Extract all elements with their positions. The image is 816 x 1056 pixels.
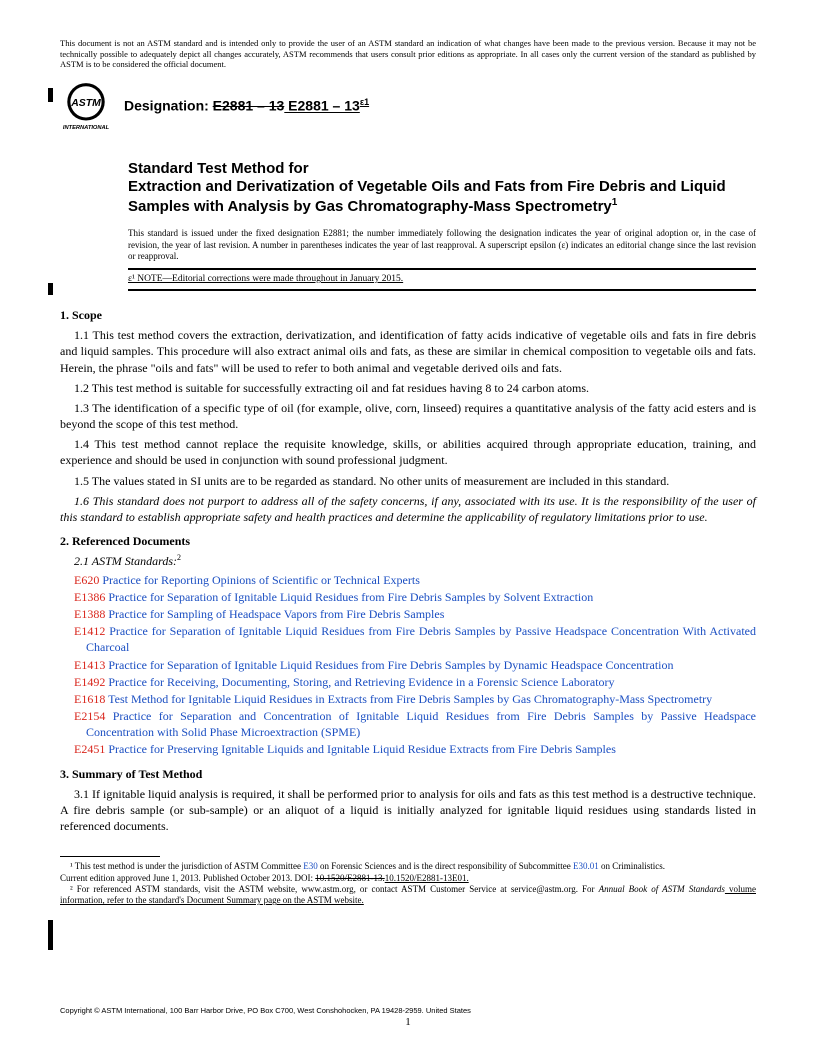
ref-line: E1413 Practice for Separation of Ignitab… [60,657,756,673]
title-main-text: Extraction and Derivatization of Vegetab… [128,178,726,215]
ref-code[interactable]: E620 [74,573,99,587]
designation: Designation: E2881 – 13 E2881 – 13ε1 [124,96,369,116]
title-sup: 1 [612,197,618,208]
footnote-2: ² For referenced ASTM standards, visit t… [60,884,756,907]
ref-line: E1412 Practice for Separation of Ignitab… [60,623,756,655]
ref-title[interactable]: Practice for Receiving, Documenting, Sto… [105,675,614,689]
fn1b-new: 10.1520/E2881-13E01. [385,873,469,883]
summary-para: 3.1 If ignitable liquid analysis is requ… [60,786,756,835]
ref-subheading: 2.1 ASTM Standards:2 [60,553,756,569]
ref-line: E2451 Practice for Preserving Ignitable … [60,741,756,757]
epsilon-note: ε¹ NOTE—Editorial corrections were made … [128,268,756,291]
fn1-link[interactable]: E30 [303,861,318,871]
footnote-1b: Current edition approved June 1, 2013. P… [60,873,756,884]
ref-line: E1618 Test Method for Ignitable Liquid R… [60,691,756,707]
ref-line: E1386 Practice for Separation of Ignitab… [60,589,756,605]
scope-para: 1.3 The identification of a specific typ… [60,400,756,432]
ref-title[interactable]: Practice for Reporting Opinions of Scien… [99,573,420,587]
designation-new: E2881 – 13 [284,98,360,114]
ref-code[interactable]: E1413 [74,658,105,672]
ref-code[interactable]: E2451 [74,742,105,756]
scope-para-italic: 1.6 This standard does not purport to ad… [60,493,756,525]
ref-line: E620 Practice for Reporting Opinions of … [60,572,756,588]
page-number: 1 [0,1015,816,1030]
ref-title[interactable]: Practice for Separation of Ignitable Liq… [86,624,756,654]
ref-code[interactable]: E1618 [74,692,105,706]
ref-code[interactable]: E1412 [74,624,105,638]
title-block: Standard Test Method for Extraction and … [128,160,756,217]
designation-label: Designation: [124,98,213,114]
astm-logo: ASTM INTERNATIONAL [60,80,112,132]
ref-line: E1388 Practice for Sampling of Headspace… [60,606,756,622]
fn1-link[interactable]: E30.01 [573,861,599,871]
ref-title[interactable]: Practice for Separation of Ignitable Liq… [105,590,593,604]
ref-code[interactable]: E1492 [74,675,105,689]
svg-text:INTERNATIONAL: INTERNATIONAL [63,125,110,131]
scope-para: 1.2 This test method is suitable for suc… [60,380,756,396]
fn1-text: on Forensic Sciences and is the direct r… [318,861,573,871]
scope-heading: 1. Scope [60,307,756,323]
change-bar [48,283,53,295]
ref-title[interactable]: Practice for Separation and Concentratio… [86,709,756,739]
change-bar [48,88,53,102]
ref-title[interactable]: Test Method for Ignitable Liquid Residue… [105,692,712,706]
ref-line: E1492 Practice for Receiving, Documentin… [60,674,756,690]
change-bar [48,920,53,950]
fn1b-text: Current edition approved June 1, 2013. P… [60,873,315,883]
fn1-text: ¹ This test method is under the jurisdic… [70,861,303,871]
scope-para: 1.5 The values stated in SI units are to… [60,473,756,489]
ref-title[interactable]: Practice for Separation of Ignitable Liq… [105,658,673,672]
ref-line: E2154 Practice for Separation and Concen… [60,708,756,740]
title-prefix: Standard Test Method for [128,160,756,178]
fn2-italic: Annual Book of ASTM Standards [599,884,725,894]
fn2-text: ² For referenced ASTM standards, visit t… [70,884,599,894]
ref-heading: 2. Referenced Documents [60,533,756,549]
ref-code[interactable]: E2154 [74,709,105,723]
fn1b-strike: 10.1520/E2881-13. [315,873,385,883]
title-main: Extraction and Derivatization of Vegetab… [128,178,756,217]
ref-code[interactable]: E1388 [74,607,105,621]
ref-title[interactable]: Practice for Sampling of Headspace Vapor… [105,607,444,621]
header-row: ASTM INTERNATIONAL Designation: E2881 – … [60,80,756,132]
summary-heading: 3. Summary of Test Method [60,766,756,782]
scope-para: 1.4 This test method cannot replace the … [60,436,756,468]
ref-title[interactable]: Practice for Preserving Ignitable Liquid… [105,742,616,756]
refs-list: E620 Practice for Reporting Opinions of … [60,572,756,758]
ref-sub-sup: 2 [177,553,181,562]
disclaimer-text: This document is not an ASTM standard an… [60,38,756,70]
issued-note: This standard is issued under the fixed … [128,228,756,262]
footnote-separator [60,856,160,857]
designation-old: E2881 – 13 [213,98,285,114]
footnote-1: ¹ This test method is under the jurisdic… [60,861,756,872]
fn1-text: on Criminalistics. [599,861,665,871]
svg-text:ASTM: ASTM [70,98,101,109]
scope-para: 1.1 This test method covers the extracti… [60,327,756,376]
designation-sup: ε1 [360,97,369,107]
ref-code[interactable]: E1386 [74,590,105,604]
ref-sub-text: 2.1 ASTM Standards: [74,554,177,568]
